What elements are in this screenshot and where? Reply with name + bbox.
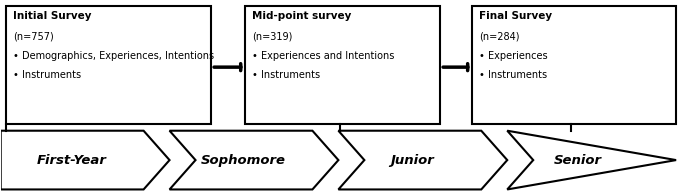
Text: (n=319): (n=319) [252, 31, 292, 42]
Text: • Instruments: • Instruments [13, 70, 81, 80]
Text: • Experiences: • Experiences [479, 51, 548, 61]
Text: • Demographics, Experiences, Intentions: • Demographics, Experiences, Intentions [13, 51, 214, 61]
Text: (n=284): (n=284) [479, 31, 520, 42]
Polygon shape [1, 131, 170, 190]
Text: • Experiences and Intentions: • Experiences and Intentions [252, 51, 395, 61]
Text: First-Year: First-Year [37, 154, 107, 167]
Text: Final Survey: Final Survey [479, 11, 552, 21]
Bar [245, 5, 440, 124]
Text: • Instruments: • Instruments [479, 70, 547, 80]
Bar [473, 5, 676, 124]
Polygon shape [170, 131, 338, 190]
Text: Senior: Senior [554, 154, 602, 167]
Bar [6, 5, 211, 124]
Text: Sophomore: Sophomore [201, 154, 286, 167]
Polygon shape [338, 131, 508, 190]
Text: Mid-point survey: Mid-point survey [252, 11, 351, 21]
Text: • Instruments: • Instruments [252, 70, 321, 80]
Polygon shape [508, 131, 676, 190]
Text: (n=757): (n=757) [13, 31, 53, 42]
Text: Initial Survey: Initial Survey [13, 11, 92, 21]
Text: Junior: Junior [390, 154, 434, 167]
